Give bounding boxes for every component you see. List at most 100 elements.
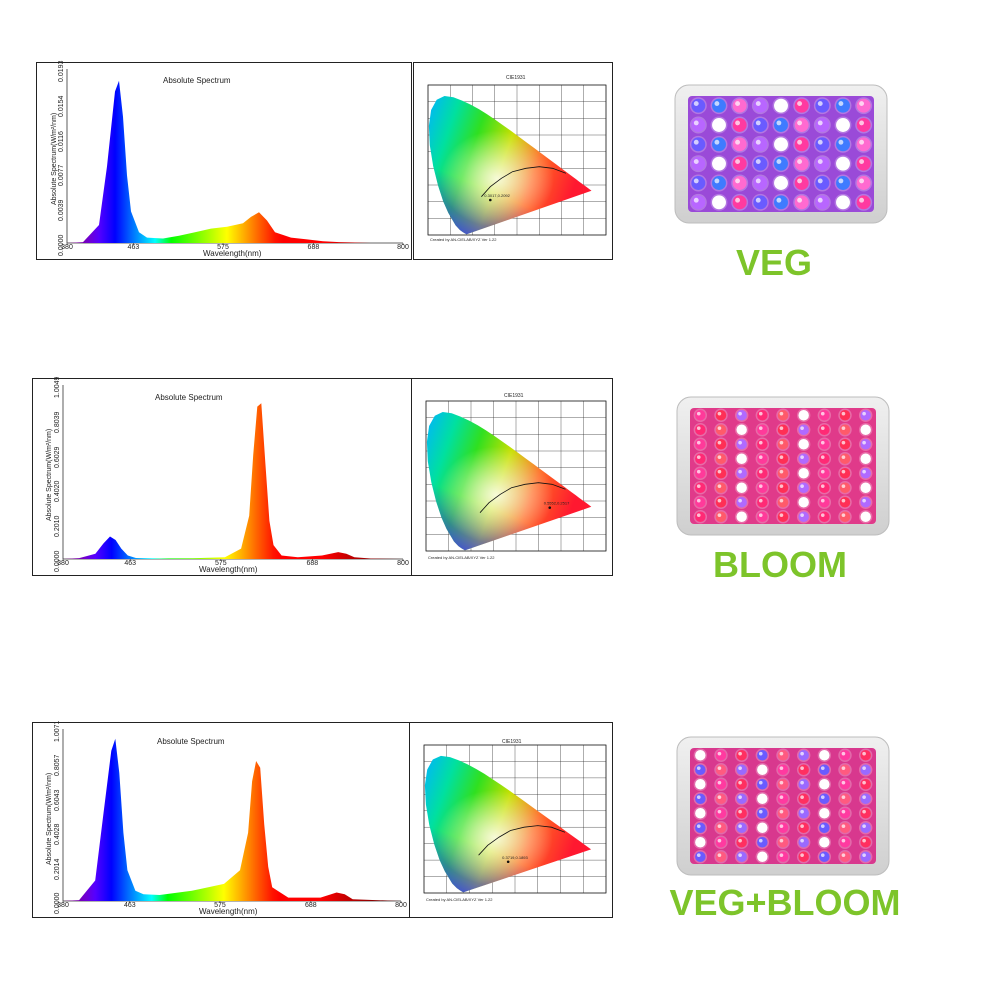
led-highlight: [820, 751, 825, 756]
led-highlight: [841, 838, 846, 843]
led-highlight: [696, 513, 701, 518]
led-highlight: [820, 795, 825, 800]
led-highlight: [841, 809, 846, 814]
led-highlight: [693, 120, 699, 126]
led-highlight: [779, 766, 784, 771]
led-highlight: [820, 498, 825, 503]
led-diode: [777, 851, 789, 862]
led-highlight: [779, 809, 784, 814]
led-highlight: [797, 120, 803, 126]
led-diode: [798, 511, 809, 522]
led-diode: [839, 511, 851, 522]
led-highlight: [841, 440, 846, 445]
led-grow-light-panel-icon: [676, 736, 890, 876]
led-diode: [836, 98, 850, 113]
led-diode: [753, 118, 768, 132]
led-diode: [715, 793, 727, 804]
led-diode: [757, 793, 768, 804]
led-highlight: [800, 766, 804, 771]
y-tick-label: 0.6029: [54, 446, 61, 468]
led-highlight: [797, 101, 803, 107]
led-diode: [695, 511, 706, 522]
led-panel-bloom: [676, 396, 890, 536]
cie-gamut-white: [426, 412, 592, 551]
led-diode: [757, 468, 768, 479]
led-highlight: [696, 751, 701, 756]
led-diode: [695, 779, 706, 790]
led-diode: [794, 176, 809, 190]
led-highlight: [714, 120, 720, 126]
led-diode: [860, 468, 871, 479]
led-diode: [712, 137, 726, 152]
led-highlight: [820, 455, 825, 460]
led-highlight: [717, 809, 722, 814]
led-highlight: [820, 838, 825, 843]
led-highlight: [755, 159, 761, 165]
led-highlight: [820, 484, 825, 489]
led-diode: [777, 424, 789, 435]
led-highlight: [841, 780, 846, 785]
led-diode: [777, 750, 789, 761]
x-tick-label: 575: [217, 244, 229, 251]
led-highlight: [738, 440, 742, 445]
led-highlight: [862, 513, 866, 518]
led-highlight: [758, 838, 763, 843]
led-highlight: [820, 824, 825, 829]
led-highlight: [820, 469, 825, 474]
led-highlight: [862, 411, 866, 416]
led-highlight: [738, 824, 742, 829]
led-diode: [860, 779, 871, 790]
led-diode: [798, 453, 809, 464]
led-highlight: [717, 484, 722, 489]
led-highlight: [779, 780, 784, 785]
led-diode: [691, 98, 706, 113]
led-diode: [757, 482, 768, 493]
led-diode: [695, 424, 706, 435]
led-diode: [819, 468, 830, 479]
led-highlight: [696, 455, 701, 460]
led-highlight: [735, 101, 741, 107]
led-diode: [691, 176, 706, 190]
x-axis-label: Wavelength(nm): [199, 565, 258, 574]
led-highlight: [817, 101, 823, 107]
led-diode: [695, 793, 706, 804]
led-highlight: [800, 780, 804, 785]
x-tick-label: 380: [61, 244, 73, 251]
led-diode: [839, 822, 851, 833]
led-highlight: [735, 197, 741, 203]
led-diode: [753, 137, 768, 152]
led-diode: [798, 497, 809, 508]
x-tick-label: 800: [397, 560, 409, 567]
led-panel-veg-bloom: [676, 736, 890, 876]
led-highlight: [717, 751, 722, 756]
led-diode: [736, 482, 747, 493]
led-diode: [712, 195, 726, 210]
led-diode: [736, 837, 747, 848]
led-highlight: [738, 853, 742, 858]
cie-frame: [427, 84, 607, 236]
led-diode: [732, 176, 747, 190]
led-highlight: [717, 513, 722, 518]
led-diode: [712, 176, 726, 190]
led-highlight: [717, 766, 722, 771]
led-diode: [794, 98, 809, 113]
spectrum-chart: Absolute Spectrum Absolute Spectrum(W/m²…: [32, 721, 410, 918]
led-diode: [856, 137, 871, 152]
y-tick-label: 0.0077: [58, 164, 65, 187]
x-tick-label: 380: [57, 560, 69, 567]
y-tick-label: 0.4028: [54, 823, 61, 846]
chromaticity-label: 0.5552,0.2517: [544, 501, 570, 506]
led-diode: [777, 808, 789, 819]
led-highlight: [862, 440, 866, 445]
led-highlight: [735, 120, 741, 126]
led-highlight: [820, 426, 825, 431]
led-highlight: [717, 469, 722, 474]
y-tick-label: 1.0049: [54, 376, 61, 398]
led-diode: [736, 764, 747, 775]
led-highlight: [717, 426, 722, 431]
led-highlight: [717, 455, 722, 460]
chromaticity-point: [506, 860, 510, 864]
led-diode: [736, 439, 747, 450]
led-highlight: [779, 853, 784, 858]
x-tick-label: 575: [215, 560, 227, 567]
